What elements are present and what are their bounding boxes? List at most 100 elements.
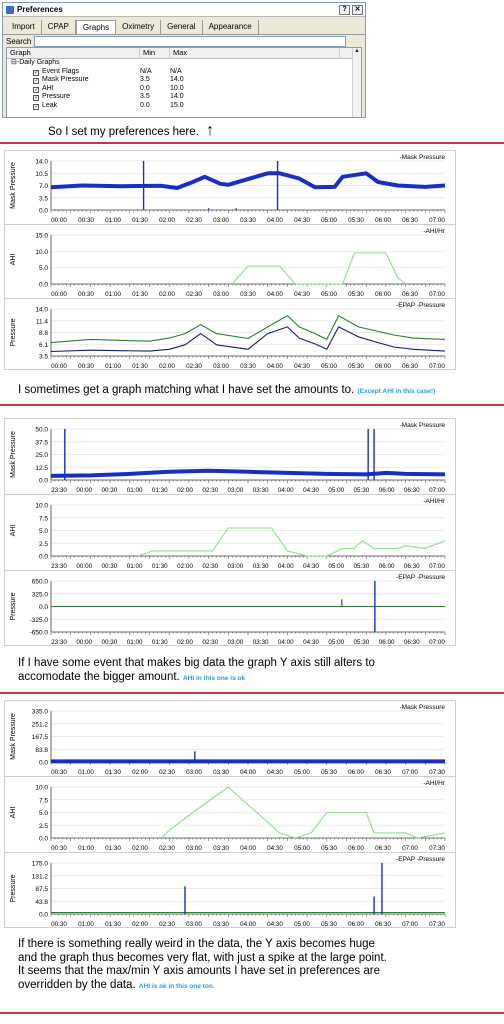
series-line-ahi-hr xyxy=(160,786,446,839)
table-row[interactable]: ✓ Pressure 3.5 14.0 xyxy=(7,93,361,102)
row-min[interactable]: 0.0 xyxy=(140,84,150,92)
header-min[interactable]: Min xyxy=(140,48,170,58)
checkbox[interactable]: ✓ xyxy=(33,69,40,76)
table-row[interactable]: ✓ Leak 0.0 15.0 xyxy=(7,102,361,111)
tab-cpap[interactable]: CPAP xyxy=(42,20,76,34)
y-tick-label: 0.0 xyxy=(39,478,48,485)
x-tick-label: 04:00 xyxy=(240,845,256,852)
row-max[interactable]: 14.0 xyxy=(170,93,184,100)
y-axis-label: Mask Pressure xyxy=(10,431,17,478)
y-tick-label: 325.0 xyxy=(32,591,49,598)
y-tick-label: 7.5 xyxy=(39,797,48,804)
group-daily-graphs[interactable]: ⊟-Daily Graphs xyxy=(11,59,60,66)
y-tick-label: 8.8 xyxy=(39,330,48,337)
row-min[interactable]: 3.5 xyxy=(140,76,150,83)
tab-general[interactable]: General xyxy=(161,20,203,34)
checkbox[interactable]: ✓ xyxy=(33,78,40,84)
y-tick-label: 7.5 xyxy=(39,515,48,522)
tab-oximetry[interactable]: Oximetry xyxy=(116,20,162,34)
y-tick-label: 14.0 xyxy=(35,159,48,166)
x-tick-label: 01:30 xyxy=(152,487,168,494)
caption-4-line-3: It seems that the max/min Y axis amounts… xyxy=(18,965,381,977)
x-tick-label: 05:30 xyxy=(321,769,337,776)
x-tick-label: 04:30 xyxy=(267,921,283,928)
search-input[interactable] xyxy=(34,36,347,47)
group-row[interactable]: ⊟-Daily Graphs xyxy=(7,59,361,68)
x-tick-label: 01:30 xyxy=(105,769,121,776)
x-tick-label: 02:00 xyxy=(132,921,148,928)
divider xyxy=(0,692,504,694)
x-tick-label: 02:30 xyxy=(159,845,175,852)
y-tick-label: 7.0 xyxy=(39,183,48,190)
up-arrow-icon: ↑ xyxy=(206,122,215,139)
x-tick-label: 05:30 xyxy=(354,487,370,494)
x-tick-label: 02:00 xyxy=(177,563,193,570)
chart-s2-pressure: Pressure 650.0 325.0 0.0 -325.0 -650.0 23:30 00… xyxy=(5,571,455,647)
tab-bar: Import CPAP Graphs Oximetry General Appe… xyxy=(3,20,365,35)
caption-3-line-1: If I have some event that makes big data… xyxy=(18,657,375,669)
header-max[interactable]: Max xyxy=(170,48,340,58)
x-tick-label: 03:00 xyxy=(228,563,244,570)
y-axis-label: Pressure xyxy=(10,592,17,620)
legend: -AHI/Hr xyxy=(423,498,446,505)
x-tick-label: 05:00 xyxy=(321,291,337,298)
x-tick-label: 04:30 xyxy=(267,845,283,852)
help-icon[interactable]: ? xyxy=(339,4,350,15)
x-tick-label: 01:30 xyxy=(105,921,121,928)
chart-panel-2: Mask Pressure 50.0 37.5 25.0 12.5 0.0 23:30 00:… xyxy=(4,418,456,646)
y-tick-label: 10.0 xyxy=(35,785,48,792)
scroll-up-icon[interactable]: ▲ xyxy=(354,48,360,54)
dialog-titlebar: Preferences ? ✕ xyxy=(3,3,365,17)
x-tick-label: 02:30 xyxy=(159,769,175,776)
y-axis-label: AHI xyxy=(10,807,17,819)
x-tick-label: 00:00 xyxy=(76,563,92,570)
y-tick-label: 0.0 xyxy=(39,208,48,215)
x-tick-label: 05:00 xyxy=(328,487,344,494)
x-tick-label: 07:00 xyxy=(429,217,445,224)
header-graph[interactable]: Graph xyxy=(7,48,140,58)
row-min[interactable]: 0.0 xyxy=(140,101,150,109)
caption-1: So I set my preferences here. ↑ xyxy=(48,122,214,140)
row-max[interactable]: N/A xyxy=(170,67,182,75)
graph-settings-grid: Graph Min Max ⊟-Daily Graphs ✓ Event Flag… xyxy=(6,47,362,117)
row-min[interactable]: 3.5 xyxy=(140,93,150,100)
y-tick-label: 12.5 xyxy=(35,465,48,472)
y-tick-label: 87.5 xyxy=(35,886,48,893)
y-tick-label: 167.5 xyxy=(32,734,49,741)
checkbox[interactable]: ✓ xyxy=(33,103,40,110)
grid-scrollbar[interactable]: ▲ xyxy=(352,48,361,117)
x-tick-label: 06:00 xyxy=(375,217,391,224)
y-tick-label: 5.0 xyxy=(39,810,48,817)
y-tick-label: 0.0 xyxy=(39,836,48,843)
x-tick-label: 04:30 xyxy=(294,217,310,224)
row-min[interactable]: N/A xyxy=(140,67,152,75)
close-icon[interactable]: ✕ xyxy=(352,4,363,15)
x-tick-label: 01:00 xyxy=(78,769,94,776)
x-tick-label: 00:30 xyxy=(78,363,94,370)
x-tick-label: 07:00 xyxy=(429,291,445,298)
x-tick-label: 01:00 xyxy=(78,845,94,852)
x-tick-label: 05:30 xyxy=(348,363,364,370)
row-max[interactable]: 14.0 xyxy=(170,76,184,83)
x-tick-label: 06:00 xyxy=(348,921,364,928)
chart-s1-pressure: Pressure 14.0 11.4 8.8 6.1 3.5 00:00 00:30 01:00… xyxy=(5,299,455,371)
x-tick-label: 07:00 xyxy=(402,845,418,852)
x-tick-label: 01:30 xyxy=(132,217,148,224)
y-tick-label: 0.0 xyxy=(39,760,48,767)
x-tick-label: 06:30 xyxy=(375,845,391,852)
table-row[interactable]: ✓ AHI 0.0 10.0 xyxy=(7,85,361,94)
table-row[interactable]: ✓ Mask Pressure 3.5 14.0 xyxy=(7,76,361,85)
tab-import[interactable]: Import xyxy=(6,20,42,34)
checkbox[interactable]: ✓ xyxy=(33,86,40,93)
x-tick-label: 03:30 xyxy=(213,845,229,852)
row-max[interactable]: 15.0 xyxy=(170,101,184,109)
x-tick-label: 05:00 xyxy=(294,769,310,776)
tab-appearance[interactable]: Appearance xyxy=(203,20,259,34)
x-tick-label: 06:00 xyxy=(348,769,364,776)
row-name: AHI xyxy=(42,84,54,92)
legend: -EPAP -Pressure xyxy=(396,856,445,863)
tab-graphs[interactable]: Graphs xyxy=(75,20,117,34)
table-row[interactable]: ✓ Event Flags N/A N/A xyxy=(7,68,361,77)
row-max[interactable]: 10.0 xyxy=(170,84,184,92)
checkbox[interactable]: ✓ xyxy=(33,95,40,101)
